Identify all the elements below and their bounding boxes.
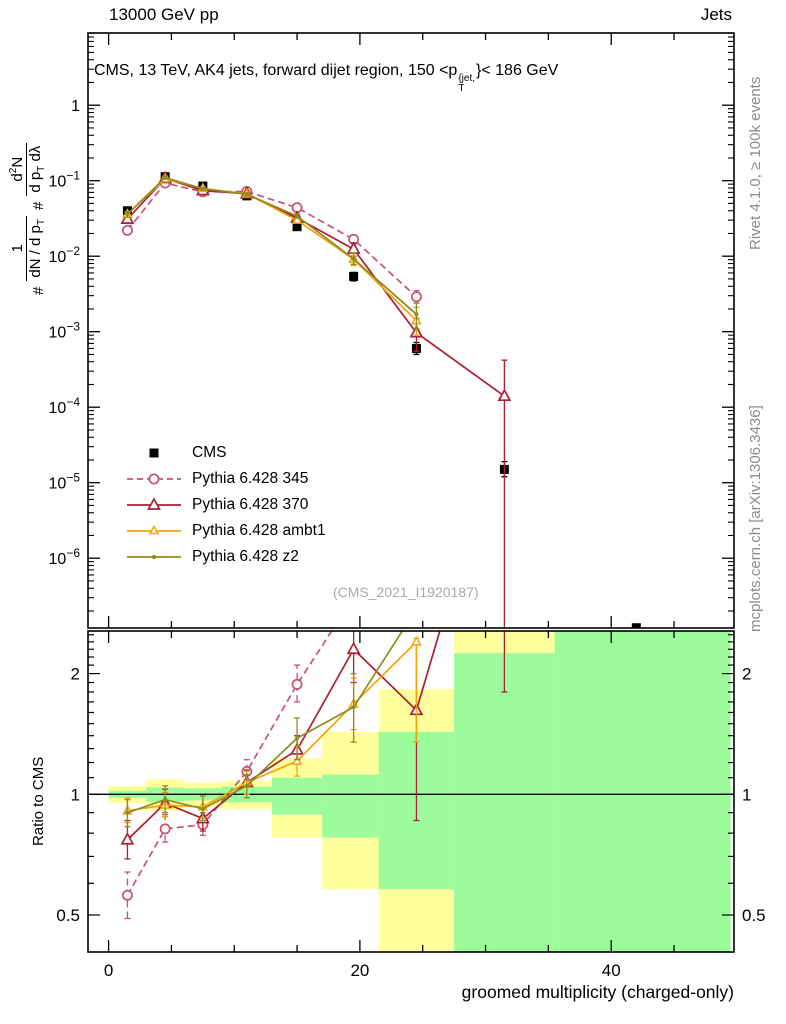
fraction-1: 1 dN / d pT [8, 216, 47, 281]
ratio-uncertainty-bands [108, 631, 731, 952]
mcplots-arxiv-note: mcplots.cern.ch [arXiv:1306.3436] [747, 405, 764, 632]
ratio-panel-frame [87, 630, 735, 953]
svg-text:10−2: 10−2 [49, 244, 81, 266]
pt-jet-supsub: {jet, T [458, 74, 475, 94]
legend-item-pythia-345: Pythia 6.428 345 [126, 466, 326, 492]
axis-ticks [88, 32, 734, 952]
legend-marker-cms [149, 448, 159, 458]
legend-item-cms: CMS [126, 440, 326, 466]
svg-text:0.5: 0.5 [56, 906, 80, 925]
process-label: Jets [700, 5, 732, 24]
legend: CMS Pythia 6.428 345 Pythia 6.428 370 Py… [126, 440, 326, 570]
plot-title-tail: }< 186 GeV [476, 62, 559, 79]
legend-label: Pythia 6.428 z2 [192, 548, 299, 565]
main-series-p345 [121, 177, 422, 304]
legend-label: CMS [192, 444, 227, 461]
legend-label: Pythia 6.428 ambt1 [192, 522, 326, 539]
beam-energy-label: 13000 GeV pp [109, 5, 219, 24]
pt-jet-superscript: {jet, [458, 73, 476, 84]
svg-text:1: 1 [71, 785, 80, 804]
svg-text:1: 1 [742, 785, 751, 804]
plot-title: CMS, 13 TeV, AK4 jets, forward dijet reg… [94, 62, 558, 94]
svg-text:10−4: 10−4 [49, 395, 81, 417]
ratio-y-axis-label: Ratio to CMS [30, 756, 47, 846]
main-series-p370 [120, 170, 512, 628]
svg-text:10−6: 10−6 [49, 546, 81, 568]
main-series-ambt1 [122, 172, 422, 336]
svg-text:0: 0 [104, 961, 113, 980]
axis-tick-labels: 110−110−210−310−410−510−60.5 0.51 12 20 20 40 [49, 98, 766, 980]
legend-item-pythia-z2: Pythia 6.428 z2 [126, 544, 326, 570]
legend-marker-pythia-z2 [127, 554, 181, 560]
legend-item-pythia-ambt1: Pythia 6.428 ambt1 [126, 518, 326, 544]
y-axis-label: # 1 dN / d pT # d2N d pT dλ [8, 138, 47, 296]
svg-text:1: 1 [71, 98, 80, 115]
svg-text:10−1: 10−1 [49, 169, 81, 191]
pt-subscript: T [458, 83, 465, 94]
svg-text:20: 20 [350, 961, 369, 980]
legend-label: Pythia 6.428 345 [192, 470, 309, 487]
svg-text:2: 2 [71, 665, 80, 684]
hash-symbol: # [30, 201, 47, 211]
main-series-z2 [124, 175, 420, 330]
hash-symbol: # [30, 286, 47, 295]
main-panel-frame [87, 32, 735, 629]
svg-text:0.5: 0.5 [742, 906, 766, 925]
legend-marker-pythia-370 [127, 497, 181, 510]
svg-text:10−3: 10−3 [49, 320, 81, 342]
fraction-2: d2N d pT dλ [8, 142, 47, 196]
legend-label: Pythia 6.428 370 [192, 496, 309, 513]
legend-marker-pythia-345 [127, 473, 181, 485]
x-axis-label: groomed multiplicity (charged-only) [461, 982, 734, 1002]
legend-item-pythia-370: Pythia 6.428 370 [126, 492, 326, 518]
svg-text:40: 40 [602, 961, 621, 980]
svg-text:2: 2 [742, 665, 751, 684]
legend-marker-pythia-ambt1 [127, 524, 181, 535]
rivet-version-note: Rivet 4.1.0, ≥ 100k events [747, 76, 764, 250]
svg-text:10−5: 10−5 [49, 471, 81, 493]
ratio-series-z2 [124, 631, 404, 828]
plot-title-text: CMS, 13 TeV, AK4 jets, forward dijet reg… [94, 62, 458, 79]
analysis-id-watermark: (CMS_2021_I1920187) [333, 584, 479, 600]
